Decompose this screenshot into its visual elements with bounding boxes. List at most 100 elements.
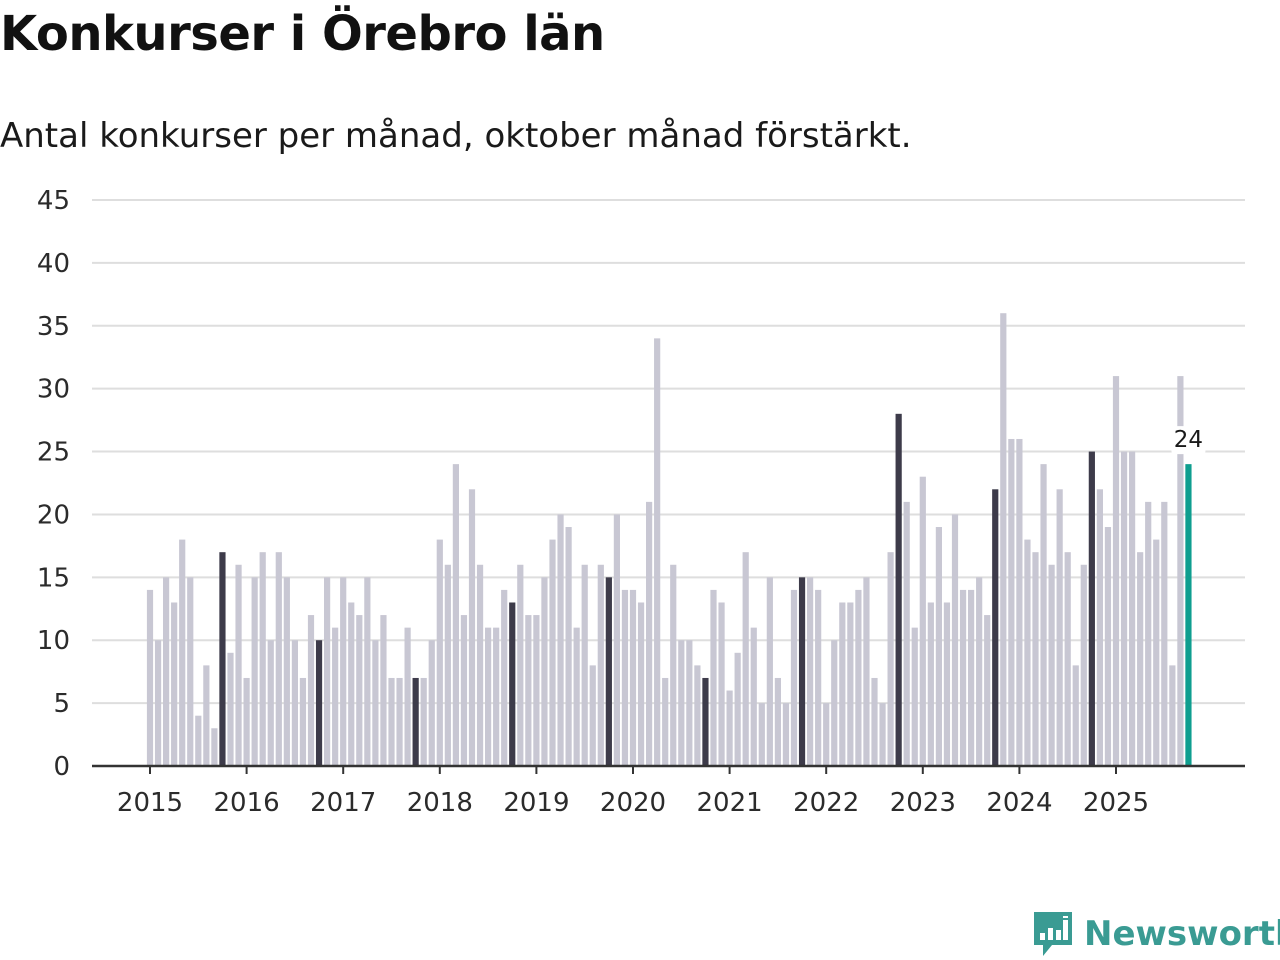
bar: [541, 577, 548, 766]
bar: [646, 501, 653, 766]
y-tick-label: 15: [37, 563, 70, 593]
bar: [1056, 489, 1063, 766]
bar: [517, 564, 524, 766]
bar: [1064, 552, 1071, 766]
bar: [227, 652, 234, 766]
x-tick-label: 2021: [697, 788, 763, 818]
bar: [839, 602, 846, 766]
bar: [364, 577, 371, 766]
bar: [613, 514, 620, 766]
newsworthy-brand[interactable]: Newsworthy: [1030, 908, 1280, 960]
y-tick-label: 35: [37, 312, 70, 342]
bar: [903, 501, 910, 766]
bar: [356, 615, 363, 766]
bar: [436, 539, 443, 766]
bar: [412, 677, 419, 766]
bar: [275, 552, 282, 766]
y-tick-label: 25: [37, 438, 70, 468]
bar: [179, 539, 186, 766]
bar: [1080, 564, 1087, 766]
x-tick-label: 2024: [986, 788, 1052, 818]
bar: [549, 539, 556, 766]
bar: [146, 589, 154, 766]
bar: [782, 703, 790, 766]
bar: [1185, 464, 1192, 766]
bar: [734, 652, 741, 766]
bar: [452, 464, 459, 766]
bar: [750, 627, 757, 766]
grid-lines: [92, 199, 1245, 705]
bar: [573, 627, 580, 766]
bars: [146, 313, 1192, 766]
bar: [968, 589, 975, 766]
bar: [565, 527, 572, 766]
bar: [758, 703, 765, 766]
bar: [678, 640, 685, 766]
bar: [1032, 552, 1039, 766]
bar: [388, 677, 395, 766]
bar: [959, 589, 967, 766]
y-tick-label: 0: [53, 752, 70, 782]
x-tick-label: 2017: [310, 788, 376, 818]
bar: [332, 627, 339, 766]
bar: [670, 564, 677, 766]
bar: [1145, 501, 1152, 766]
y-tick-label: 40: [37, 249, 70, 279]
bar: [589, 665, 596, 766]
bar: [1088, 451, 1095, 766]
bar: [863, 577, 870, 766]
bar: [348, 602, 355, 766]
bar: [428, 640, 435, 766]
bar: [557, 514, 564, 766]
bar: [509, 602, 516, 766]
x-tick-label: 2019: [503, 788, 569, 818]
bar: [195, 715, 202, 766]
bar: [404, 627, 411, 766]
chart-title: Konkurser i Örebro län: [0, 6, 605, 62]
x-tick-label: 2023: [890, 788, 956, 818]
bar: [694, 665, 701, 766]
bar: [372, 640, 379, 766]
chart-subtitle: Antal konkurser per månad, oktober månad…: [0, 116, 912, 156]
brand-name: Newsworthy: [1084, 914, 1280, 954]
bar: [324, 577, 331, 766]
bar: [1161, 501, 1168, 766]
bar: [444, 564, 451, 766]
bar: [396, 677, 403, 766]
bar: [1129, 451, 1136, 766]
bar: [871, 677, 878, 766]
y-tick-label: 30: [37, 375, 70, 405]
bar: [702, 677, 709, 766]
y-tick-label: 45: [37, 186, 70, 216]
bar: [887, 552, 894, 766]
bar: [662, 677, 669, 766]
bar: [283, 577, 290, 766]
bar: [1024, 539, 1031, 766]
bar: [1112, 376, 1120, 766]
bar: [597, 564, 604, 766]
bar: [420, 677, 427, 766]
bar: [1104, 527, 1112, 766]
bar: [307, 615, 315, 766]
bar: [259, 552, 266, 766]
bar: [855, 589, 862, 766]
bar: [823, 703, 830, 766]
x-axis: 2015 2016 2017 2018 2019 2020 2021 2022 2023 2024…: [92, 764, 1245, 818]
bar: [243, 677, 250, 766]
bar: [468, 489, 476, 766]
bar: [629, 589, 637, 766]
bar: [1072, 665, 1079, 766]
bar: [211, 728, 218, 766]
bar: [380, 615, 387, 766]
bar: [1000, 313, 1007, 766]
bar: [815, 589, 822, 766]
bar: [895, 413, 902, 766]
y-tick-label: 5: [53, 689, 70, 719]
bar: [943, 602, 951, 766]
bar: [581, 564, 588, 766]
bar: [935, 527, 942, 766]
x-tick-label: 2020: [600, 788, 666, 818]
bar: [984, 615, 991, 766]
bar: [621, 589, 629, 766]
bar: [637, 602, 645, 766]
